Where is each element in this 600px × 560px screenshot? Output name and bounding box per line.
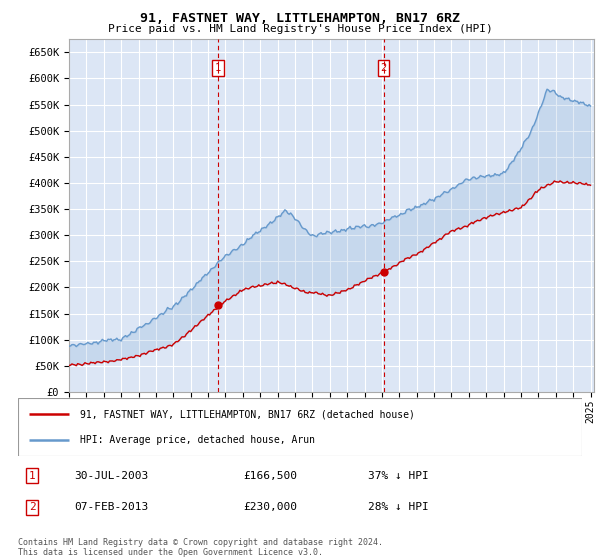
Text: 30-JUL-2003: 30-JUL-2003 xyxy=(74,470,149,480)
Text: 1: 1 xyxy=(29,470,35,480)
Text: £166,500: £166,500 xyxy=(244,470,298,480)
FancyBboxPatch shape xyxy=(18,398,582,456)
Text: 91, FASTNET WAY, LITTLEHAMPTON, BN17 6RZ: 91, FASTNET WAY, LITTLEHAMPTON, BN17 6RZ xyxy=(140,12,460,25)
Text: Contains HM Land Registry data © Crown copyright and database right 2024.
This d: Contains HM Land Registry data © Crown c… xyxy=(18,538,383,557)
Text: 37% ↓ HPI: 37% ↓ HPI xyxy=(368,470,428,480)
Text: 07-FEB-2013: 07-FEB-2013 xyxy=(74,502,149,512)
Text: 2: 2 xyxy=(380,63,387,73)
Text: 2: 2 xyxy=(29,502,35,512)
Text: 1: 1 xyxy=(215,63,221,73)
Text: 91, FASTNET WAY, LITTLEHAMPTON, BN17 6RZ (detached house): 91, FASTNET WAY, LITTLEHAMPTON, BN17 6RZ… xyxy=(80,409,415,419)
Text: £230,000: £230,000 xyxy=(244,502,298,512)
Text: HPI: Average price, detached house, Arun: HPI: Average price, detached house, Arun xyxy=(80,435,315,445)
Text: 28% ↓ HPI: 28% ↓ HPI xyxy=(368,502,428,512)
Text: Price paid vs. HM Land Registry's House Price Index (HPI): Price paid vs. HM Land Registry's House … xyxy=(107,24,493,34)
